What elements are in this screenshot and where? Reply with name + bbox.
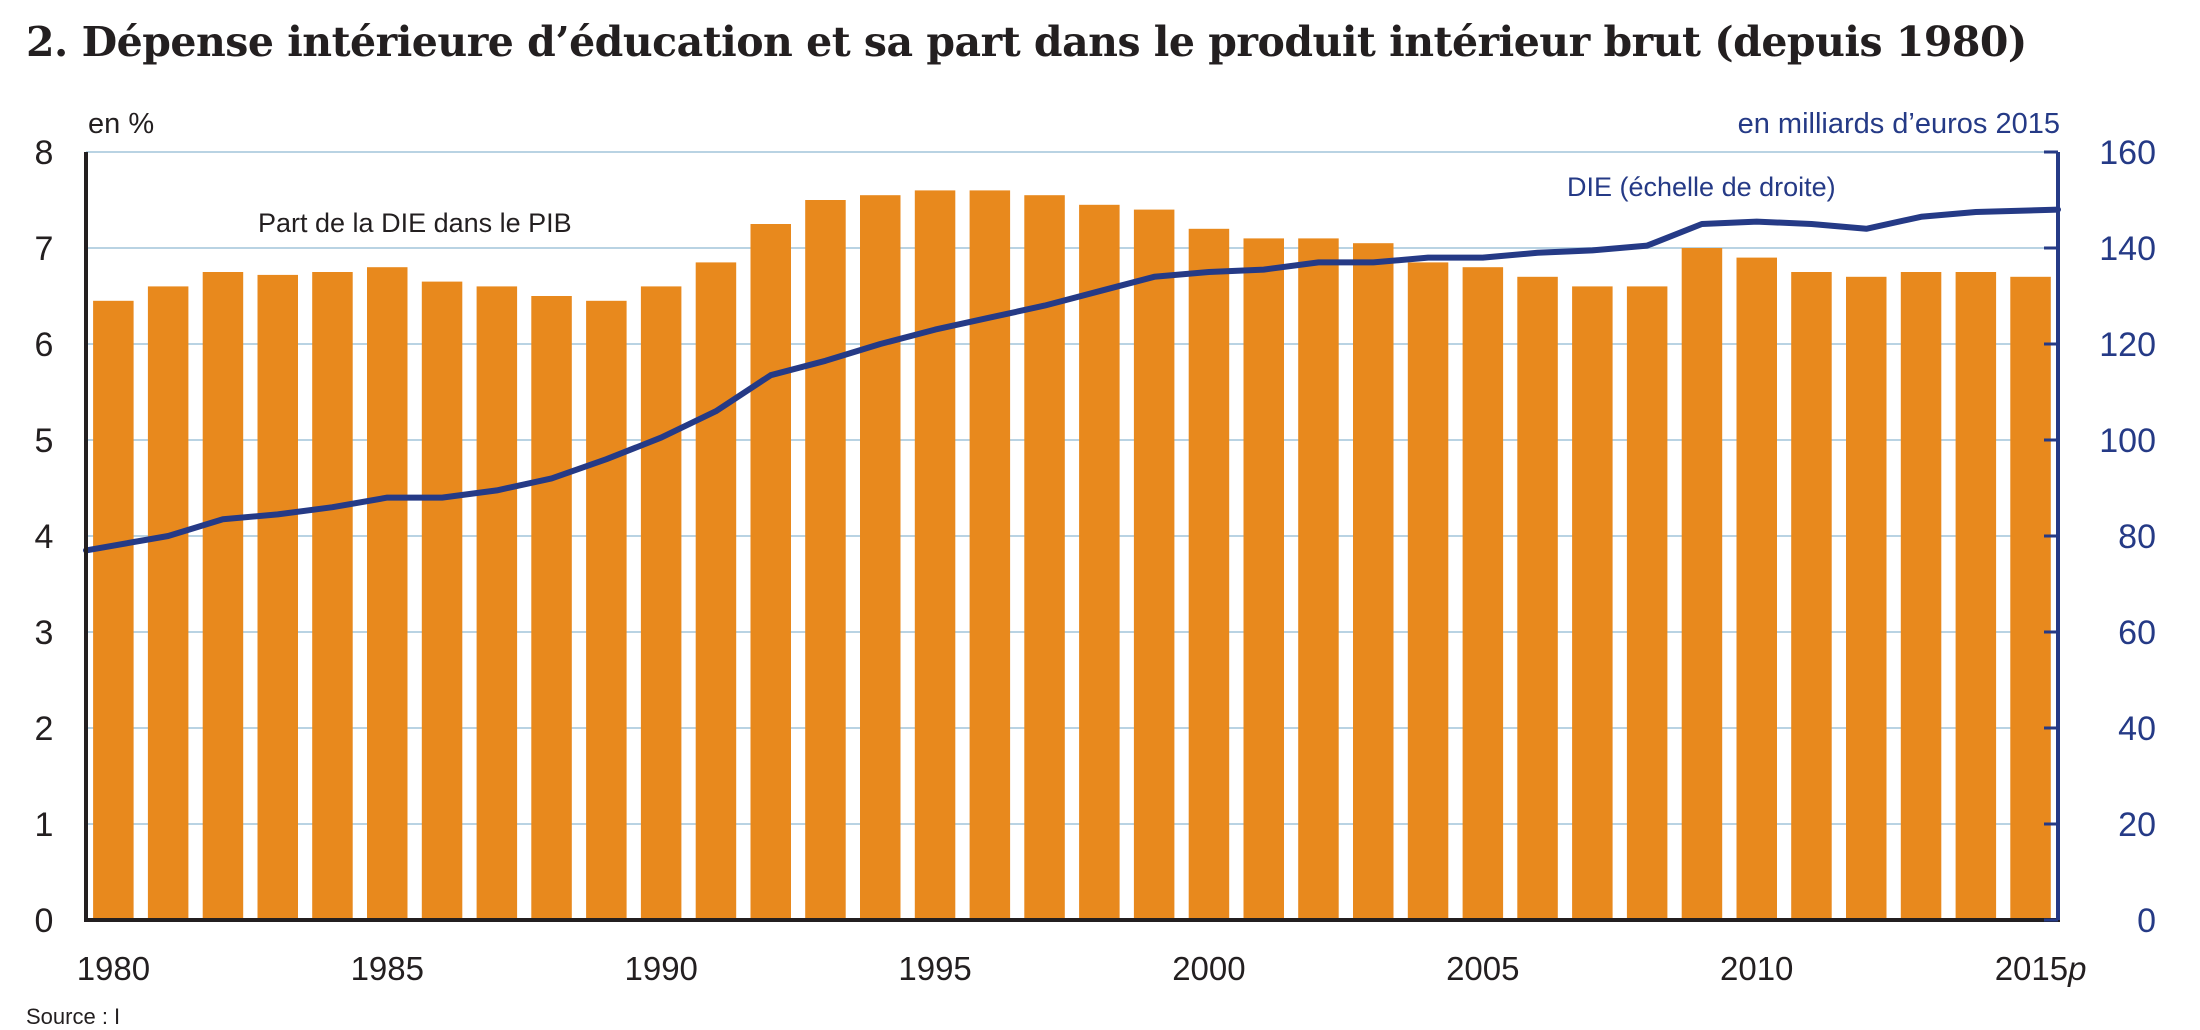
- left-tick-label: 7: [35, 230, 54, 268]
- bar-2003: [1353, 243, 1394, 920]
- bar-1995: [915, 190, 956, 920]
- bar-series-label: Part de la DIE dans le PIB: [258, 208, 572, 238]
- right-tick-label: 40: [2118, 710, 2156, 748]
- right-tick-label: 140: [2099, 230, 2156, 268]
- bar-2012: [1846, 277, 1887, 920]
- left-tick-label: 3: [35, 614, 54, 652]
- bar-2011: [1791, 272, 1832, 920]
- bar-1993: [805, 200, 846, 920]
- x-tick-label: 2015p: [1995, 950, 2087, 987]
- bar-1988: [531, 296, 572, 920]
- x-tick-label: 1985: [351, 950, 424, 987]
- right-tick-label: 20: [2118, 806, 2156, 844]
- bar-1996: [970, 190, 1011, 920]
- bar-2004: [1408, 262, 1449, 920]
- bar-1990: [641, 286, 682, 920]
- x-tick-label: 1980: [77, 950, 150, 987]
- right-tick-label: 100: [2099, 422, 2156, 460]
- left-axis-label: en %: [88, 108, 154, 140]
- bar-2009: [1682, 248, 1723, 920]
- left-tick-label: 1: [35, 806, 54, 844]
- bar-2007: [1572, 286, 1613, 920]
- bar-1987: [477, 286, 517, 920]
- line-series-label: DIE (échelle de droite): [1567, 172, 1836, 202]
- left-tick-label: 0: [35, 902, 54, 940]
- bar-1980: [93, 301, 134, 920]
- bar-1991: [696, 262, 737, 920]
- x-tick-label: 2010: [1720, 950, 1793, 987]
- left-tick-label: 6: [35, 326, 54, 364]
- bar-2000: [1189, 229, 1230, 920]
- x-tick-label: 1990: [624, 950, 697, 987]
- right-tick-label: 120: [2099, 326, 2156, 364]
- bar-1986: [422, 282, 463, 920]
- x-tick-label: 1995: [898, 950, 971, 987]
- bar-1992: [751, 224, 792, 920]
- right-tick-label: 0: [2137, 902, 2156, 940]
- source-note: Source : I: [26, 1004, 120, 1030]
- bar-2014: [1956, 272, 1997, 920]
- bar-1998: [1079, 205, 1120, 920]
- x-tick-label: 2005: [1446, 950, 1519, 987]
- bar-2005: [1463, 267, 1504, 920]
- x-tick-label: 2000: [1172, 950, 1245, 987]
- left-tick-label: 8: [35, 134, 54, 172]
- bar-1994: [860, 195, 901, 920]
- bar-2002: [1298, 238, 1339, 920]
- right-tick-label: 160: [2099, 134, 2156, 172]
- bar-2010: [1737, 258, 1778, 920]
- bar-1984: [312, 272, 353, 920]
- left-tick-label: 2: [35, 710, 54, 748]
- left-tick-label: 5: [35, 422, 54, 460]
- bar-1989: [586, 301, 627, 920]
- right-tick-label: 80: [2118, 518, 2156, 556]
- right-tick-label: 60: [2118, 614, 2156, 652]
- bar-1985: [367, 267, 408, 920]
- right-axis-label: en milliards d’euros 2015: [1738, 108, 2060, 140]
- bar-1981: [148, 286, 189, 920]
- bar-1982: [203, 272, 244, 920]
- bar-2001: [1244, 238, 1285, 920]
- bar-2013: [1901, 272, 1942, 920]
- bar-1999: [1134, 210, 1175, 920]
- left-tick-label: 4: [35, 518, 54, 556]
- provisional-suffix: p: [2067, 950, 2086, 987]
- bar-2006: [1517, 277, 1558, 920]
- bar-1983: [258, 275, 299, 920]
- bar-2008: [1627, 286, 1668, 920]
